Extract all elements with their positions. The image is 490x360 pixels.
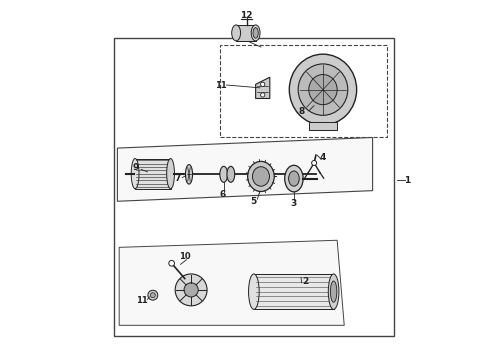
Ellipse shape <box>220 166 228 182</box>
Text: 9: 9 <box>133 163 139 172</box>
Text: 12: 12 <box>241 11 253 20</box>
Ellipse shape <box>285 165 303 192</box>
Circle shape <box>312 161 317 166</box>
Polygon shape <box>118 138 372 201</box>
Bar <box>236 25 256 41</box>
Ellipse shape <box>253 28 258 38</box>
Bar <box>254 274 334 309</box>
Ellipse shape <box>298 64 348 115</box>
Ellipse shape <box>184 283 198 297</box>
Text: 11: 11 <box>136 296 148 305</box>
Ellipse shape <box>328 274 339 309</box>
Bar <box>309 122 337 130</box>
Text: 2: 2 <box>302 276 308 285</box>
Circle shape <box>261 93 265 97</box>
Circle shape <box>148 290 158 300</box>
Text: 3: 3 <box>291 198 297 207</box>
Ellipse shape <box>232 25 241 41</box>
Circle shape <box>261 82 265 86</box>
Text: 8: 8 <box>298 107 305 116</box>
Ellipse shape <box>251 25 260 41</box>
Circle shape <box>169 260 174 266</box>
Ellipse shape <box>185 165 193 184</box>
Ellipse shape <box>131 158 139 189</box>
Text: 4: 4 <box>320 153 326 162</box>
Polygon shape <box>256 77 270 99</box>
Ellipse shape <box>252 167 270 186</box>
Ellipse shape <box>289 54 357 125</box>
Text: 11: 11 <box>216 81 227 90</box>
Ellipse shape <box>167 158 174 189</box>
Text: 5: 5 <box>251 198 257 207</box>
Polygon shape <box>119 240 344 325</box>
Bar <box>135 158 171 189</box>
Bar <box>114 38 394 336</box>
Ellipse shape <box>289 171 299 186</box>
Bar <box>220 45 387 138</box>
Ellipse shape <box>330 281 337 302</box>
Ellipse shape <box>227 166 235 182</box>
Ellipse shape <box>309 75 337 105</box>
Text: 1: 1 <box>404 176 411 185</box>
Ellipse shape <box>175 274 207 306</box>
Text: 6: 6 <box>220 190 226 199</box>
Ellipse shape <box>247 161 274 192</box>
Ellipse shape <box>248 274 259 309</box>
Text: 7: 7 <box>174 175 181 184</box>
Text: 10: 10 <box>179 252 191 261</box>
Circle shape <box>150 293 155 298</box>
